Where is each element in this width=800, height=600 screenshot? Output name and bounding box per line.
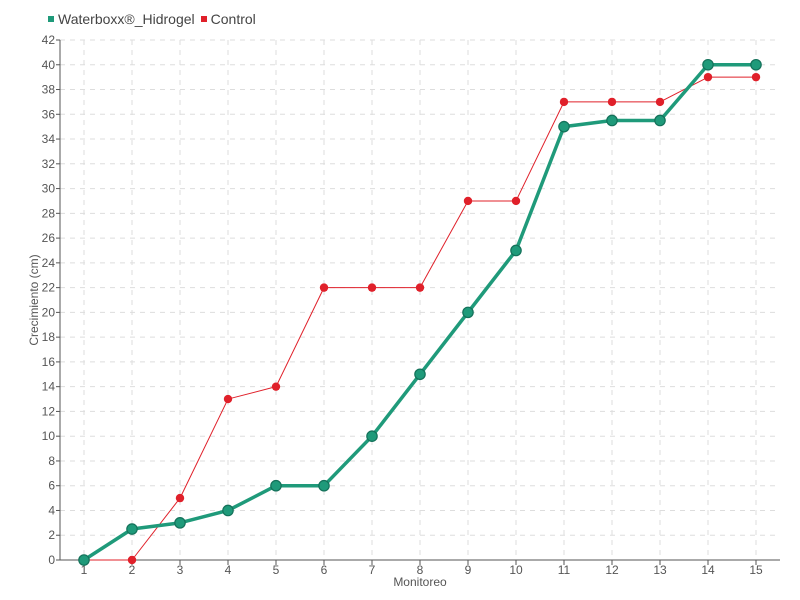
y-tick-label: 2 <box>48 528 55 542</box>
data-point-waterboxx[interactable] <box>174 517 186 529</box>
y-tick-label: 12 <box>42 404 56 418</box>
legend: Waterboxx®_Hidrogel Control <box>48 11 256 27</box>
data-point-control[interactable] <box>463 196 473 206</box>
y-tick-label: 30 <box>42 182 56 196</box>
y-axis-title: Crecimiento (cm) <box>27 254 41 345</box>
y-tick-label: 38 <box>42 83 56 97</box>
y-tick-label: 14 <box>42 380 56 394</box>
x-axis-title: Monitoreo <box>393 575 447 589</box>
x-tick-label: 2 <box>129 563 136 577</box>
data-point-control[interactable] <box>511 196 521 206</box>
legend-label-control: Control <box>210 11 256 27</box>
y-tick-label: 18 <box>42 330 56 344</box>
data-point-control[interactable] <box>607 97 617 107</box>
data-point-waterboxx[interactable] <box>78 554 90 566</box>
data-point-waterboxx[interactable] <box>654 114 666 127</box>
data-point-waterboxx[interactable] <box>750 58 762 71</box>
y-tick-label: 6 <box>48 479 55 493</box>
x-tick-label: 7 <box>369 563 376 577</box>
data-point-control[interactable] <box>271 382 281 391</box>
data-point-control[interactable] <box>703 72 713 82</box>
y-tick-label: 42 <box>42 33 56 47</box>
y-tick-label: 0 <box>48 553 55 567</box>
x-tick-label: 1 <box>81 563 88 577</box>
data-point-waterboxx[interactable] <box>462 306 474 319</box>
data-point-waterboxx[interactable] <box>606 114 618 127</box>
y-tick-label: 34 <box>42 132 56 146</box>
series-line-control[interactable] <box>84 76 756 561</box>
data-point-waterboxx[interactable] <box>558 120 570 133</box>
x-tick-label: 15 <box>749 563 763 577</box>
grid <box>60 39 780 560</box>
y-tick-label: 4 <box>48 503 55 517</box>
data-point-control[interactable] <box>751 72 761 82</box>
data-point-control[interactable] <box>319 283 329 292</box>
x-tick-label: 13 <box>653 563 667 577</box>
x-tick-label: 9 <box>465 563 472 577</box>
x-tick-label: 11 <box>558 563 571 577</box>
data-point-control[interactable] <box>223 394 233 404</box>
legend-item-control[interactable]: Control <box>200 11 256 27</box>
legend-swatch-waterboxx <box>48 16 54 22</box>
x-tick-label: 4 <box>225 563 232 577</box>
x-tick-label: 12 <box>605 563 619 577</box>
data-point-control[interactable] <box>655 97 665 107</box>
y-tick-label: 24 <box>42 256 56 270</box>
x-tick-label: 14 <box>701 563 715 577</box>
y-tick-label: 8 <box>48 454 55 468</box>
data-point-waterboxx[interactable] <box>318 479 330 492</box>
y-tick-label: 22 <box>42 281 56 295</box>
data-point-waterboxx[interactable] <box>270 479 282 492</box>
y-tick-label: 10 <box>42 429 56 443</box>
y-tick-label: 16 <box>42 355 56 369</box>
legend-label-waterboxx: Waterboxx®_Hidrogel <box>58 11 195 27</box>
data-point-control[interactable] <box>415 283 425 292</box>
data-point-waterboxx[interactable] <box>366 430 378 442</box>
data-point-waterboxx[interactable] <box>702 58 714 71</box>
x-tick-label: 5 <box>273 563 280 577</box>
data-point-waterboxx[interactable] <box>126 523 138 535</box>
x-tick-label: 6 <box>321 563 328 577</box>
x-tick-label: 3 <box>177 563 184 577</box>
y-tick-label: 36 <box>42 107 56 121</box>
data-point-control[interactable] <box>127 555 137 565</box>
series-points <box>78 58 762 566</box>
data-point-waterboxx[interactable] <box>414 368 426 381</box>
x-tick-label: 8 <box>417 563 424 577</box>
y-tick-label: 26 <box>42 231 56 245</box>
legend-swatch-control <box>200 16 207 22</box>
data-point-control[interactable] <box>175 493 185 503</box>
data-point-control[interactable] <box>367 283 377 292</box>
y-tick-label: 28 <box>42 206 56 220</box>
y-tick-label: 40 <box>42 58 56 72</box>
data-point-control[interactable] <box>559 97 569 107</box>
data-point-waterboxx[interactable] <box>510 244 522 257</box>
axes: 0246810121416182022242628303234363840421… <box>42 33 780 577</box>
legend-item-waterboxx[interactable]: Waterboxx®_Hidrogel <box>48 11 195 27</box>
data-point-waterboxx[interactable] <box>222 504 234 517</box>
y-tick-label: 32 <box>42 157 56 171</box>
x-tick-label: 10 <box>509 563 523 577</box>
y-tick-label: 20 <box>42 305 56 319</box>
